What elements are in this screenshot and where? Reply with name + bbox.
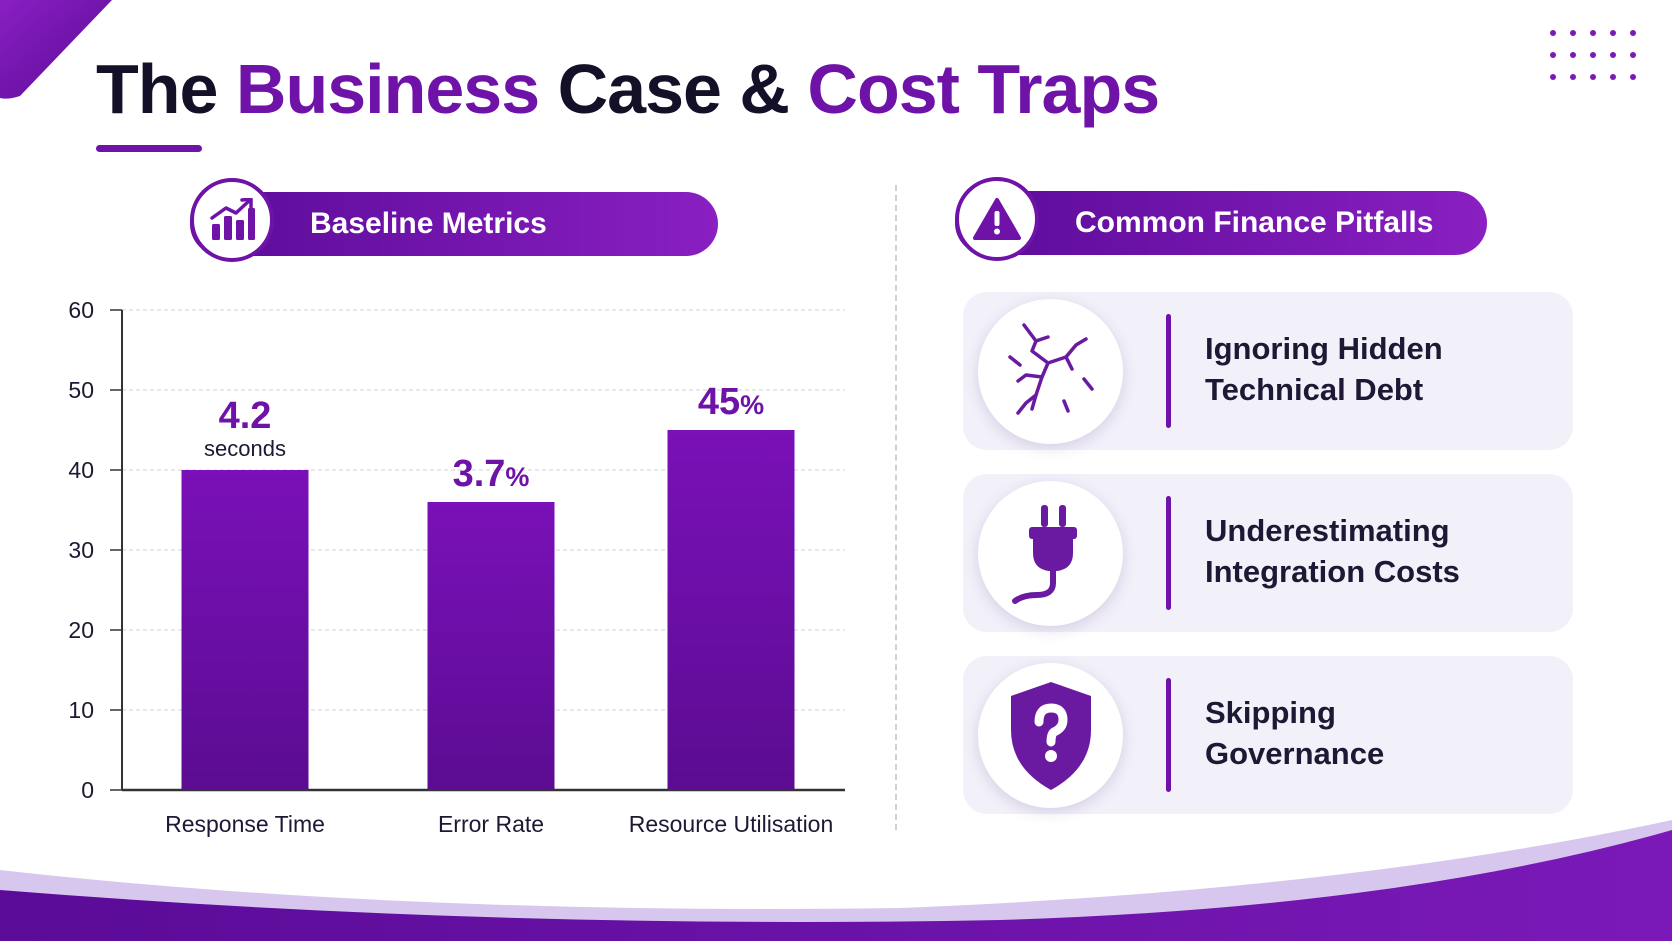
- y-tick-label: 50: [68, 377, 94, 403]
- pitfall-card-technical-debt: Ignoring Hidden Technical Debt: [963, 292, 1573, 450]
- bottom-wave-decoration: [0, 820, 1672, 941]
- y-tick-label: 0: [81, 777, 94, 803]
- pitfall-line-1: Ignoring Hidden: [1205, 331, 1443, 366]
- x-tick-label: Response Time: [165, 811, 325, 837]
- pitfall-line-1: Skipping: [1205, 695, 1336, 730]
- y-tick-label: 60: [68, 297, 94, 323]
- pitfall-card-integration-costs: Underestimating Integration Costs: [963, 474, 1573, 632]
- cracked-surface-icon: [978, 299, 1123, 444]
- card-accent-bar: [1166, 678, 1171, 792]
- pitfall-title: Skipping Governance: [1205, 692, 1545, 774]
- pitfall-title: Ignoring Hidden Technical Debt: [1205, 328, 1545, 410]
- pitfall-line-2: Technical Debt: [1205, 372, 1424, 407]
- data-label: 45%: [698, 381, 764, 423]
- pitfall-line-1: Underestimating: [1205, 513, 1450, 548]
- title-part-2: Business: [235, 50, 540, 128]
- baseline-metrics-header: Baseline Metrics: [190, 178, 718, 262]
- pitfall-title: Underestimating Integration Costs: [1205, 510, 1545, 592]
- shield-question-icon: [978, 663, 1123, 808]
- page-title: The Business Case & Cost Traps: [96, 44, 1160, 134]
- bar: [667, 430, 795, 790]
- pitfall-line-2: Integration Costs: [1205, 554, 1460, 589]
- title-underline: [96, 145, 202, 152]
- baseline-metrics-label: Baseline Metrics: [310, 207, 547, 240]
- finance-pitfalls-label: Common Finance Pitfalls: [1075, 206, 1434, 239]
- bar: [427, 502, 555, 790]
- card-accent-bar: [1166, 496, 1171, 610]
- pitfall-card-governance: Skipping Governance: [963, 656, 1573, 814]
- data-label: 4.2: [219, 395, 272, 437]
- warning-triangle-icon: [955, 177, 1039, 261]
- data-label: 3.7%: [453, 453, 530, 495]
- corner-decoration: [0, 0, 112, 99]
- bar-chart-growth-icon: [190, 178, 274, 262]
- y-tick-label: 40: [68, 457, 94, 483]
- data-label-unit: seconds: [204, 436, 286, 461]
- y-tick-label: 10: [68, 697, 94, 723]
- x-tick-label: Error Rate: [438, 811, 544, 837]
- title-part-1: The: [96, 50, 218, 128]
- column-divider: [895, 185, 897, 830]
- bar: [181, 470, 309, 790]
- title-part-4: Cost Traps: [807, 50, 1160, 128]
- pitfall-line-2: Governance: [1205, 736, 1385, 771]
- title-part-3: Case &: [557, 50, 790, 128]
- power-plug-icon: [978, 481, 1123, 626]
- x-tick-label: Resource Utilisation: [629, 811, 834, 837]
- dot-grid-decoration: [1550, 30, 1636, 80]
- y-tick-label: 30: [68, 537, 94, 563]
- card-accent-bar: [1166, 314, 1171, 428]
- y-tick-label: 20: [68, 617, 94, 643]
- finance-pitfalls-header: Common Finance Pitfalls: [955, 177, 1487, 261]
